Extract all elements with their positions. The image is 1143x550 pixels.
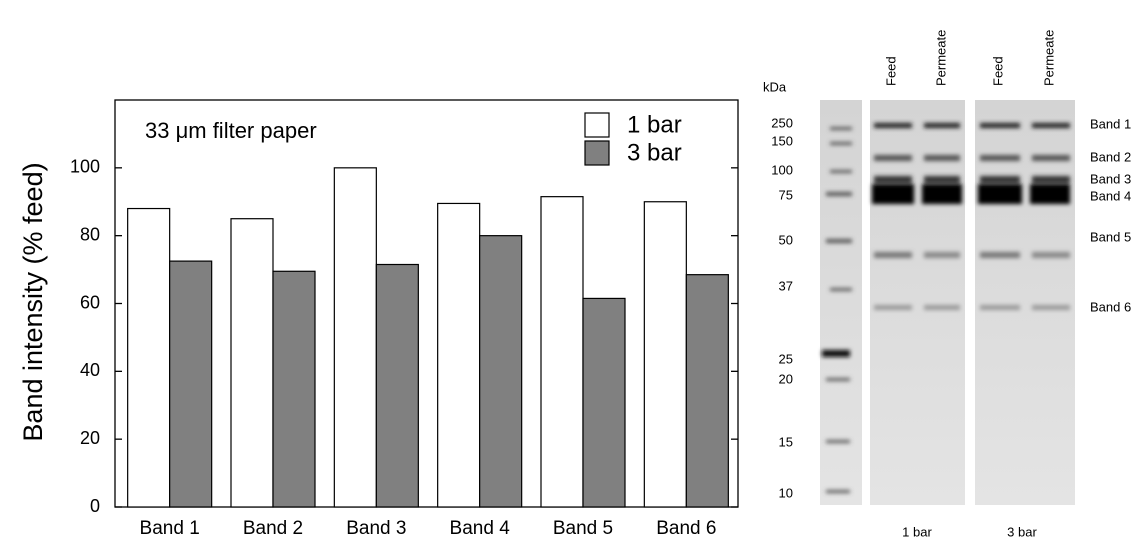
marker-label: 75 xyxy=(779,187,793,202)
y-tick-label: 20 xyxy=(80,428,100,448)
x-tick-label: Band 4 xyxy=(450,518,511,539)
marker-label: 20 xyxy=(779,371,793,386)
marker-label: 37 xyxy=(779,278,793,293)
y-tick-label: 60 xyxy=(80,292,100,312)
marker-label: 100 xyxy=(771,162,793,177)
lane-label: Feed xyxy=(990,56,1005,86)
bar xyxy=(438,203,480,507)
condition-label: 3 bar xyxy=(1007,524,1037,539)
bar xyxy=(273,271,315,507)
lane-label: Permeate xyxy=(933,30,948,86)
marker-label: 50 xyxy=(779,232,793,247)
y-tick-label: 40 xyxy=(80,360,100,380)
figure: Band intensity (% feed) 33 μm filter pap… xyxy=(0,0,1143,545)
marker-label: 15 xyxy=(779,434,793,449)
band-label: Band 5 xyxy=(1090,229,1131,244)
band-label: Band 6 xyxy=(1090,299,1131,314)
x-tick-label: Band 5 xyxy=(553,518,613,539)
x-tick-label: Band 6 xyxy=(656,518,716,539)
legend-label: 3 bar xyxy=(627,139,682,166)
gel-image xyxy=(820,100,1075,505)
legend-label: 1 bar xyxy=(627,111,682,138)
y-axis-label: Band intensity (% feed) xyxy=(18,162,48,441)
gel-unit: kDa xyxy=(763,79,787,94)
bar xyxy=(334,168,376,507)
y-tick-label: 80 xyxy=(80,224,100,244)
bar xyxy=(128,209,170,507)
marker-label: 25 xyxy=(779,351,793,366)
bar xyxy=(170,261,212,507)
lane-label: Feed xyxy=(883,56,898,86)
band-label: Band 4 xyxy=(1090,188,1131,203)
x-tick-label: Band 3 xyxy=(346,518,406,539)
band-label: Band 1 xyxy=(1090,116,1131,131)
legend-swatch xyxy=(585,113,609,137)
marker-label: 10 xyxy=(779,485,793,500)
marker-label: 250 xyxy=(771,115,793,130)
y-tick-label: 100 xyxy=(70,157,100,177)
condition-label: 1 bar xyxy=(902,524,932,539)
bar xyxy=(376,264,418,507)
band-label: Band 2 xyxy=(1090,149,1131,164)
x-tick-label: Band 1 xyxy=(140,518,200,539)
bar xyxy=(541,197,583,507)
bar xyxy=(686,275,728,507)
bar xyxy=(644,202,686,507)
band-label: Band 3 xyxy=(1090,171,1131,186)
x-tick-label: Band 2 xyxy=(243,518,303,539)
bar xyxy=(583,298,625,507)
chart-title: 33 μm filter paper xyxy=(145,118,317,143)
lane-label: Permeate xyxy=(1041,30,1056,86)
legend-swatch xyxy=(585,141,609,165)
marker-label: 150 xyxy=(771,133,793,148)
bar xyxy=(480,236,522,507)
y-tick-label: 0 xyxy=(90,496,100,516)
bar xyxy=(231,219,273,507)
